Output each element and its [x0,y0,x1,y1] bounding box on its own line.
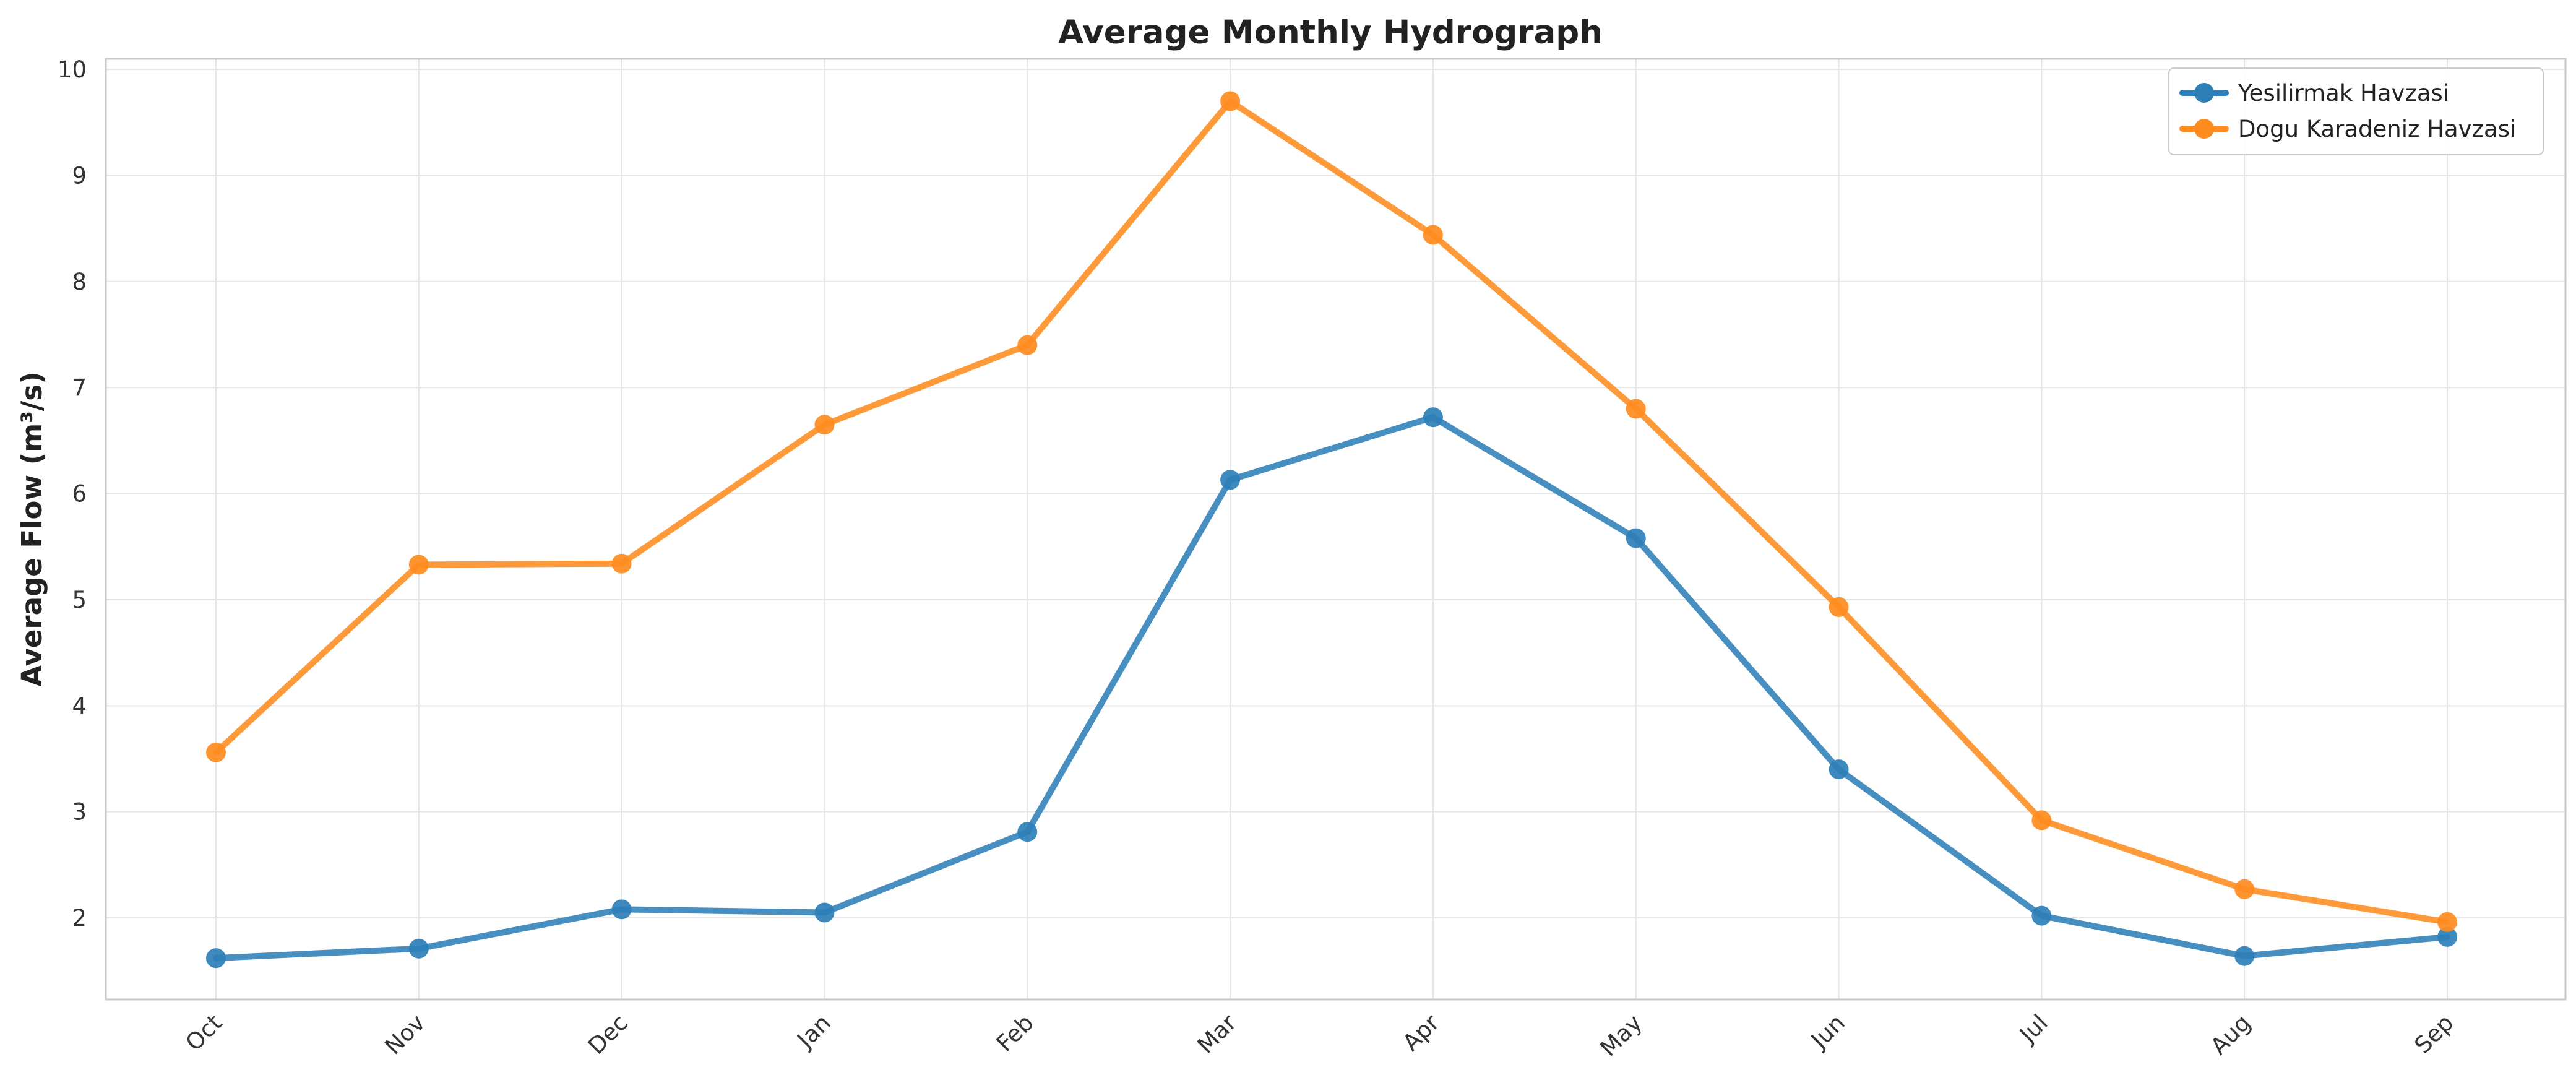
data-point [814,415,835,435]
data-point [1423,225,1443,245]
data-point [2234,946,2255,966]
data-point [611,899,632,920]
series-line-2 [213,98,2450,925]
y-tick-label: 3 [72,799,87,826]
y-tick-label: 6 [72,481,87,507]
y-tick-label: 10 [58,56,87,83]
data-point [1829,759,1849,780]
data-point [1220,91,1241,111]
legend-box [2168,67,2544,155]
data-point [1829,597,1849,617]
y-tick-label: 5 [72,587,87,613]
legend: Yesilirmak Havzasi Dogu Karadeniz Havzasi [2168,67,2544,155]
data-point [1423,407,1443,428]
legend-swatch-marker [2194,119,2214,139]
y-tick-label: 7 [72,374,87,401]
data-point [2437,926,2457,947]
y-tick-label: 9 [72,163,87,189]
data-point [408,938,429,959]
y-tick-label: 4 [72,693,87,719]
data-point [2437,912,2457,932]
data-point [2031,810,2052,831]
data-point [1626,528,1646,548]
legend-label: Dogu Karadeniz Havzasi [2238,116,2516,142]
series-lines [206,91,2457,969]
y-tick-label: 2 [72,905,87,931]
chart-title: Average Monthly Hydrograph [1058,14,1603,51]
legend-swatch-marker [2194,83,2214,103]
y-axis-label: Average Flow (m³/s) [15,371,48,686]
data-point [408,555,429,575]
data-point [1626,399,1646,419]
series-line-1 [213,414,2450,962]
legend-label: Yesilirmak Havzasi [2238,80,2449,106]
data-point [206,948,226,969]
data-point [1017,335,1038,355]
y-axis-ticks: 2 3 4 5 6 7 8 9 10 [58,56,87,931]
data-point [611,553,632,574]
data-point [1220,470,1241,490]
data-point [206,742,226,762]
data-point [814,902,835,923]
data-point [2234,879,2255,899]
plot-frame [105,58,2567,1001]
data-point [1017,822,1038,842]
y-tick-label: 8 [72,269,87,295]
data-point [2031,905,2052,926]
grid-lines [106,59,2565,999]
